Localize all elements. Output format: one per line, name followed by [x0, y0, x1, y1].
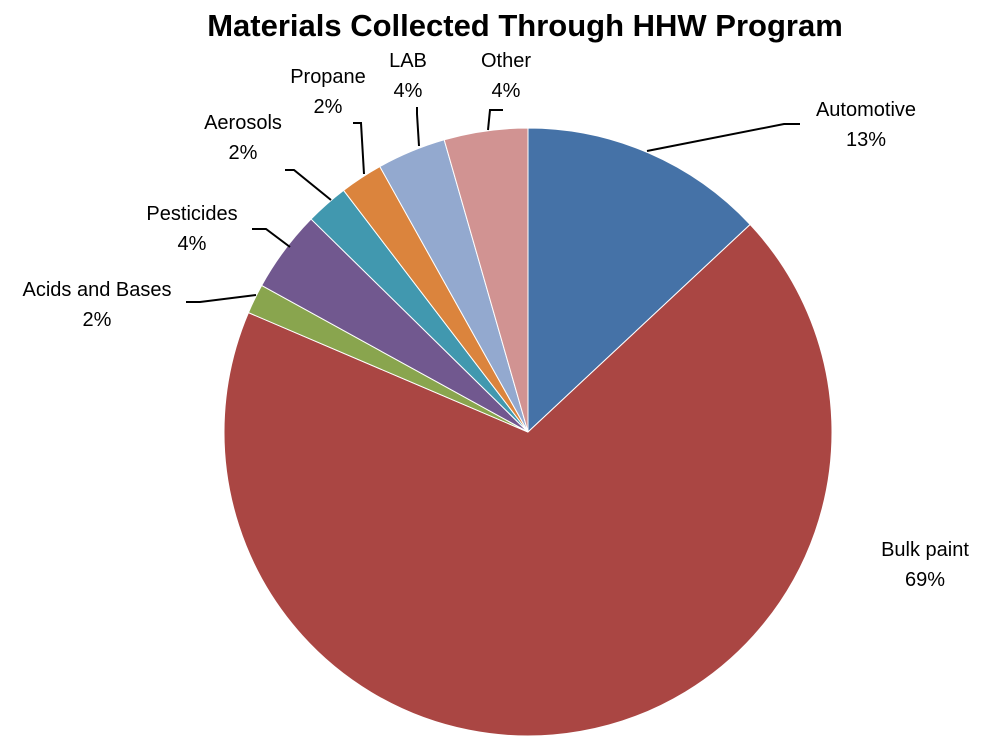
- pie-slice-other: [443, 127, 529, 433]
- pie-slice-bulk-paint: [223, 223, 833, 737]
- slice-label-aerosols: Aerosols: [204, 112, 282, 134]
- pie-slice-automotive: [527, 127, 751, 434]
- leader-line-other: [487, 109, 503, 131]
- leader-line-aerosols: [285, 169, 332, 201]
- leader-line-pesticides: [252, 228, 291, 248]
- slice-label-lab: LAB: [389, 50, 427, 72]
- slice-value-propane: 2%: [314, 96, 343, 118]
- leader-line-lab: [416, 107, 420, 147]
- slice-value-bulk-paint: 69%: [905, 569, 945, 591]
- slice-value-acids-and-bases: 2%: [83, 309, 112, 331]
- slice-value-other: 4%: [492, 80, 521, 102]
- leader-line-acids-and-bases: [186, 294, 257, 303]
- chart-title: Materials Collected Through HHW Program: [207, 8, 843, 43]
- leader-line-automotive: [646, 123, 800, 152]
- slice-label-automotive: Automotive: [816, 99, 916, 121]
- slice-label-bulk-paint: Bulk paint: [881, 539, 969, 561]
- slice-value-automotive: 13%: [846, 129, 886, 151]
- slice-value-pesticides: 4%: [178, 233, 207, 255]
- slice-label-pesticides: Pesticides: [146, 203, 237, 225]
- leader-lines: [186, 107, 800, 303]
- slice-label-propane: Propane: [290, 66, 366, 88]
- slice-value-lab: 4%: [394, 80, 423, 102]
- slice-label-other: Other: [481, 50, 531, 72]
- leader-line-propane: [353, 122, 365, 175]
- slice-labels: Automotive 13% Bulk paint 69% Acids and Base…: [23, 50, 970, 591]
- slice-label-acids-and-bases: Acids and Bases: [23, 279, 172, 301]
- slice-value-aerosols: 2%: [229, 142, 258, 164]
- pie-slices: [223, 127, 833, 737]
